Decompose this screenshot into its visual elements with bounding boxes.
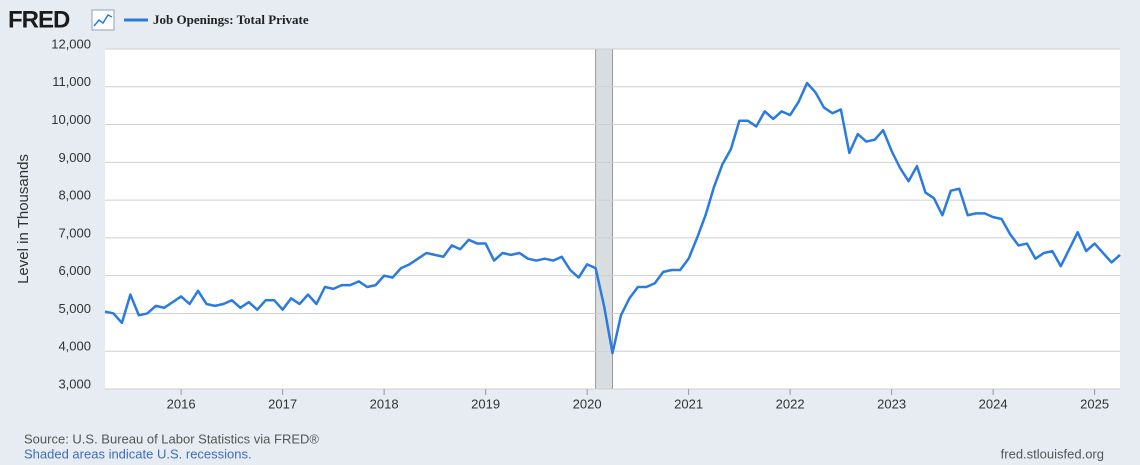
y-tick-label: 6,000 <box>58 263 91 278</box>
y-tick-label: 7,000 <box>58 225 91 240</box>
x-tick-label: 2020 <box>573 396 602 411</box>
y-tick-label: 11,000 <box>52 74 91 89</box>
source-url: fred.stlouisfed.org <box>1001 446 1104 461</box>
x-tick-label: 2021 <box>674 396 703 411</box>
x-tick-label: 2018 <box>370 396 399 411</box>
legend-label: Job Openings: Total Private <box>153 12 309 27</box>
x-tick-label: 2023 <box>877 396 906 411</box>
series-line <box>104 81 1121 355</box>
y-tick-label: 4,000 <box>58 339 91 354</box>
x-tick-label: 2017 <box>268 396 297 411</box>
y-tick-label: 5,000 <box>58 301 91 316</box>
y-tick-label: 3,000 <box>58 376 91 391</box>
x-tick-label: 2022 <box>776 396 805 411</box>
x-tick-label: 2016 <box>167 396 196 411</box>
y-tick-label: 12,000 <box>51 36 91 51</box>
y-axis-label: Level in Thousands <box>15 154 32 284</box>
y-tick-label: 8,000 <box>58 188 91 203</box>
logo: FRED <box>8 6 70 33</box>
recession-note: Shaded areas indicate U.S. recessions. <box>24 446 252 461</box>
y-tick-label: 9,000 <box>58 150 91 165</box>
x-tick-label: 2024 <box>979 396 1008 411</box>
source-note: Source: U.S. Bureau of Labor Statistics … <box>24 431 319 446</box>
x-tick-label: 2025 <box>1080 396 1109 411</box>
logo-icon <box>91 9 115 31</box>
y-tick-label: 10,000 <box>51 112 91 127</box>
x-tick-label: 2019 <box>471 396 500 411</box>
